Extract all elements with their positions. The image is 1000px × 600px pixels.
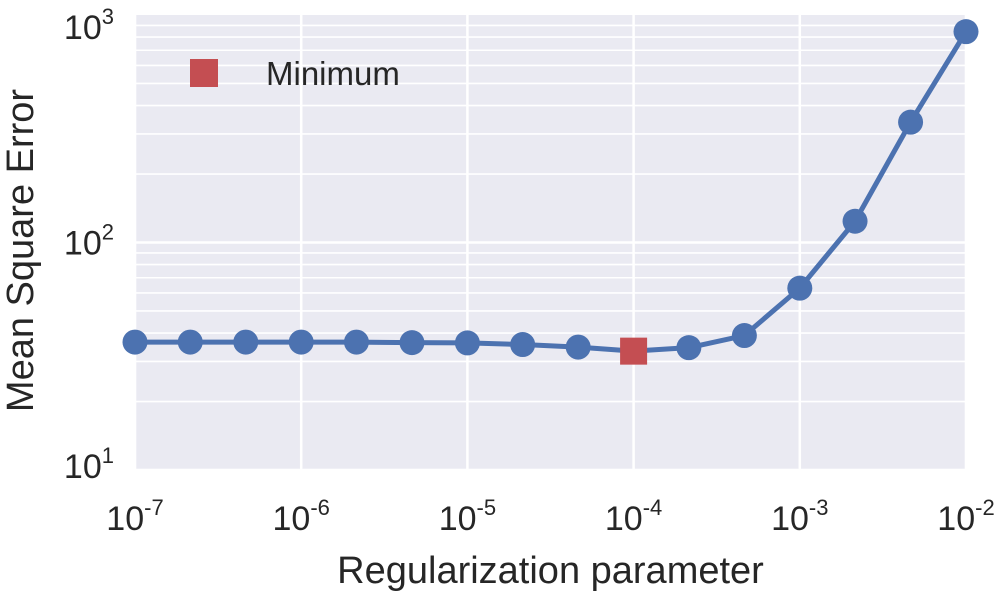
series-line — [132, 29, 969, 354]
legend-label: Minimum — [266, 55, 400, 92]
data-series — [122, 19, 979, 365]
data-point — [122, 329, 148, 355]
y-axis-title: Mean Square Error — [0, 89, 42, 412]
data-point — [731, 323, 757, 349]
data-point — [953, 19, 979, 45]
legend: Minimum — [190, 55, 400, 92]
y-tick-label: 101 — [64, 443, 114, 486]
data-point — [177, 329, 203, 355]
x-tick-label: 10-3 — [771, 495, 828, 538]
data-point — [787, 275, 813, 301]
data-point — [510, 332, 536, 358]
x-tick-label: 10-2 — [937, 495, 994, 538]
grid-lines — [133, 15, 968, 472]
data-point — [898, 109, 924, 135]
tick-labels: 10-7 10-6 10-5 10-4 10-3 10-2 101 102 103 — [64, 4, 995, 538]
y-tick-label: 103 — [64, 4, 114, 47]
data-point — [288, 329, 314, 355]
minimum-marker — [620, 337, 648, 365]
x-tick-label: 10-5 — [439, 495, 496, 538]
x-tick-label: 10-4 — [605, 495, 662, 538]
data-point — [565, 334, 591, 360]
data-point — [399, 330, 425, 356]
series-1 — [620, 337, 648, 365]
x-tick-label: 10-7 — [106, 495, 163, 538]
data-point — [842, 208, 868, 234]
data-point — [454, 330, 480, 356]
data-point — [676, 335, 702, 361]
y-tick-label: 102 — [64, 220, 114, 263]
x-tick-label: 10-6 — [273, 495, 330, 538]
data-point — [343, 329, 369, 355]
data-point — [233, 329, 259, 355]
x-axis-title: Regularization parameter — [337, 550, 764, 592]
series-0 — [122, 19, 979, 364]
legend-marker — [190, 59, 218, 87]
